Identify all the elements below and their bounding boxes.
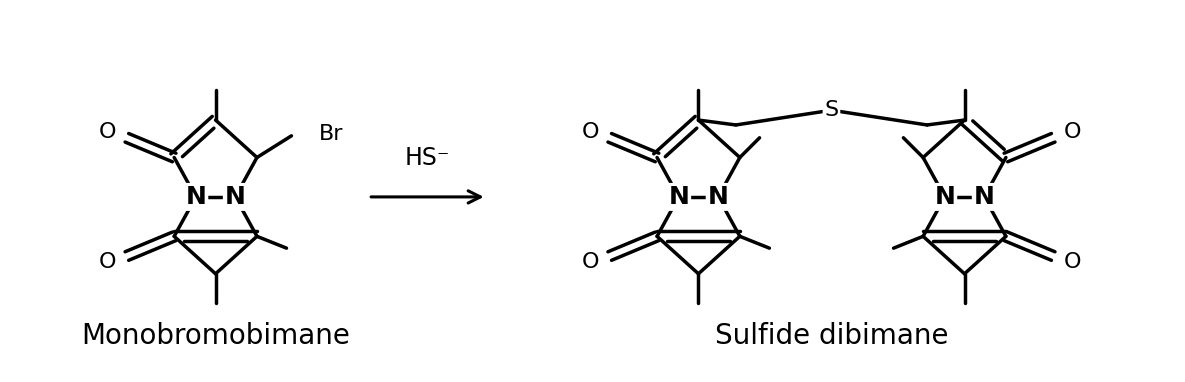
Text: O: O: [98, 122, 116, 142]
Text: N: N: [707, 185, 729, 209]
Text: O: O: [582, 252, 598, 272]
Text: O: O: [1064, 122, 1082, 142]
Text: N: N: [934, 185, 955, 209]
Text: N: N: [225, 185, 245, 209]
Text: O: O: [1064, 252, 1082, 272]
Text: N: N: [668, 185, 690, 209]
Text: Monobromobimane: Monobromobimane: [81, 322, 350, 350]
Text: O: O: [98, 252, 116, 272]
Text: Br: Br: [319, 124, 344, 144]
Text: Sulfide dibimane: Sulfide dibimane: [715, 322, 948, 350]
Text: N: N: [185, 185, 206, 209]
Text: O: O: [582, 122, 598, 142]
Text: S: S: [825, 100, 839, 120]
Text: N: N: [974, 185, 994, 209]
Text: HS⁻: HS⁻: [405, 146, 450, 170]
